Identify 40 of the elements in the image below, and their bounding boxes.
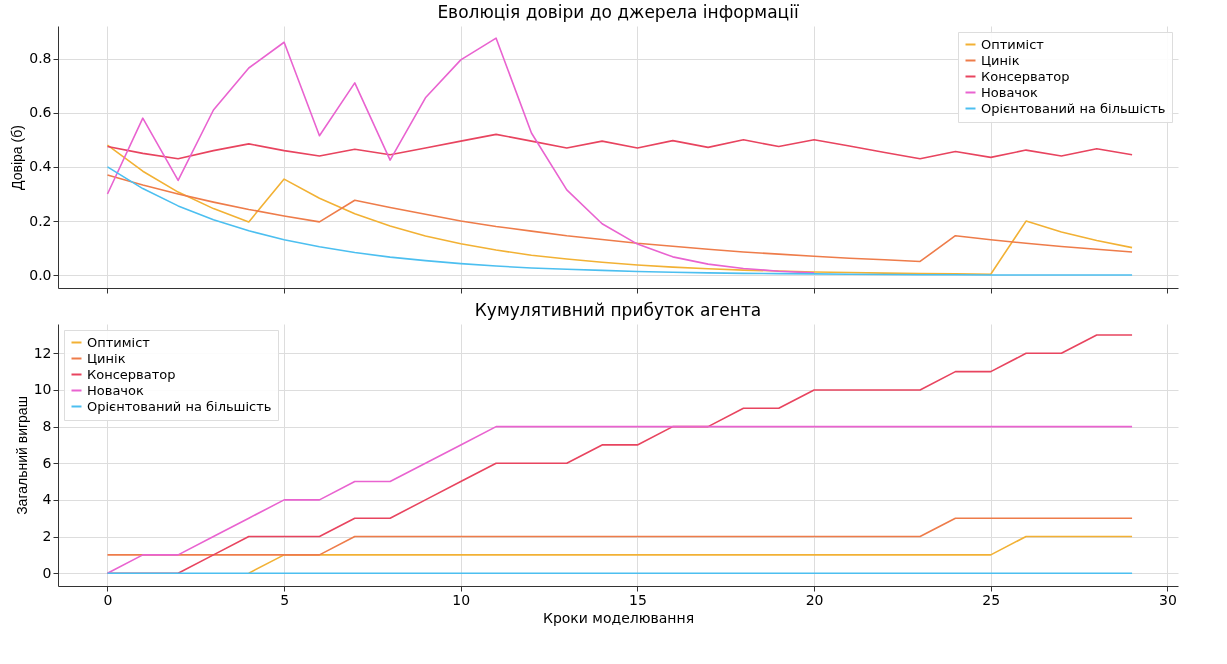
x-tick-label: 5 bbox=[280, 591, 290, 608]
legend-label: Новачок bbox=[87, 382, 144, 398]
y-tick-label: 0.4 bbox=[29, 158, 52, 175]
legend-label: Цинік bbox=[87, 350, 126, 366]
y-axis-title: Довіра (б) bbox=[9, 125, 26, 190]
y-tick-label: 2 bbox=[42, 528, 52, 545]
line-series bbox=[106, 133, 1133, 160]
y-tick-label: 0.0 bbox=[29, 266, 52, 283]
y-tick-label: 0.8 bbox=[29, 50, 52, 67]
line-series bbox=[106, 425, 1133, 574]
x-tick-label: 25 bbox=[982, 591, 1001, 608]
legend-label: Орієнтований на більшість bbox=[981, 100, 1166, 116]
y-tick-label: 12 bbox=[33, 344, 52, 361]
line-series bbox=[106, 144, 1133, 275]
legend-label: Новачок bbox=[981, 84, 1038, 100]
legend-label: Консерватор bbox=[87, 366, 176, 382]
y-tick-label: 0 bbox=[42, 564, 52, 581]
x-tick-label: 0 bbox=[103, 591, 113, 608]
x-tick-label: 30 bbox=[1158, 591, 1177, 608]
legend-label: Оптиміст bbox=[981, 36, 1045, 52]
x-tick-label: 20 bbox=[805, 591, 824, 608]
y-tick-label: 0.2 bbox=[29, 212, 52, 229]
x-tick-label: 15 bbox=[629, 591, 647, 608]
line-series bbox=[106, 174, 1133, 263]
y-axis-title: Загальний виграш bbox=[13, 396, 30, 515]
legend-label: Цинік bbox=[981, 52, 1020, 68]
y-tick-label: 10 bbox=[33, 381, 52, 398]
line-series bbox=[106, 166, 1133, 276]
legend-label: Орієнтований на більшість bbox=[87, 398, 272, 414]
line-series bbox=[106, 37, 815, 274]
legend-label: Консерватор bbox=[981, 68, 1070, 84]
chart-title: Еволюція довіри до джерела інформації bbox=[437, 2, 799, 22]
chart-title: Кумулятивний прибуток агента bbox=[474, 300, 762, 320]
x-tick-label: 10 bbox=[452, 591, 471, 608]
legend-label: Оптиміст bbox=[87, 334, 151, 350]
y-tick-label: 4 bbox=[42, 491, 52, 508]
y-tick-label: 8 bbox=[42, 418, 52, 435]
x-axis-title: Кроки моделювання bbox=[542, 609, 695, 626]
y-tick-label: 6 bbox=[42, 454, 52, 471]
y-tick-label: 0.6 bbox=[29, 104, 52, 121]
